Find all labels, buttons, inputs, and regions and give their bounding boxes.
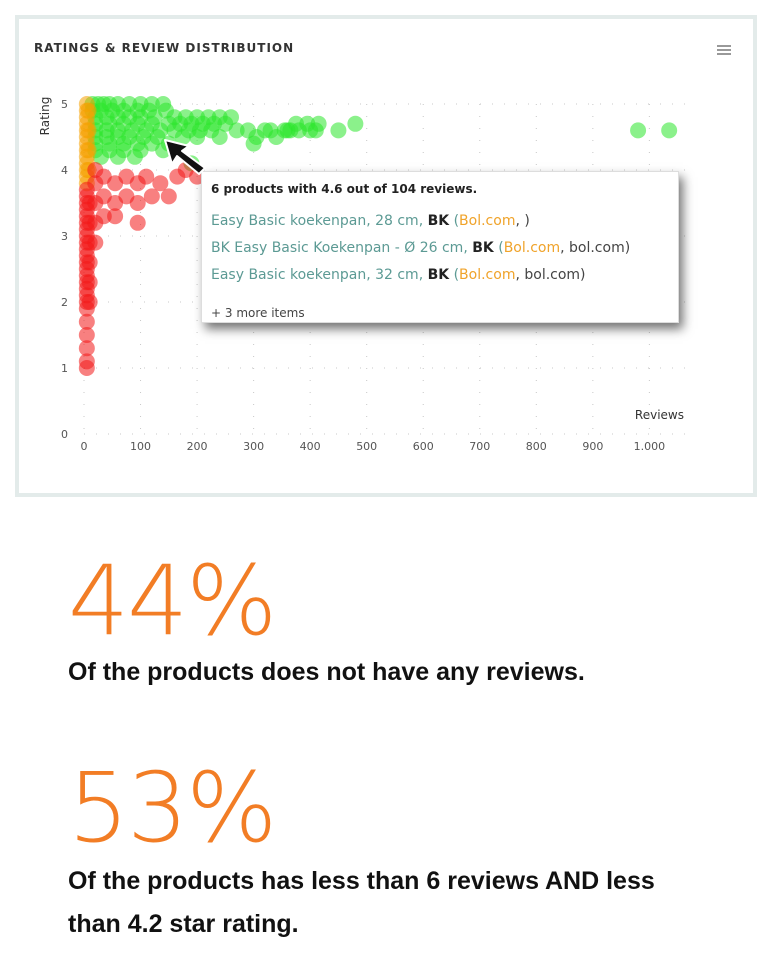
data-point <box>245 135 262 152</box>
stat-no-reviews: 44% Of the products does not have any re… <box>68 553 708 694</box>
y-tick-label: 4 <box>61 164 68 177</box>
y-tick-label: 1 <box>61 362 68 375</box>
hamburger-menu-icon[interactable] <box>717 45 731 57</box>
data-point <box>87 234 104 251</box>
tooltip-more-items[interactable]: + 3 more items <box>211 306 305 320</box>
data-point <box>78 360 95 376</box>
data-point <box>78 327 95 343</box>
x-tick-label: 0 <box>81 440 88 453</box>
x-tick-label: 600 <box>413 440 434 453</box>
data-point <box>330 122 347 139</box>
chart-tooltip: 6 products with 4.6 out of 104 reviews. … <box>201 171 679 323</box>
stat-value: 53% <box>68 752 277 864</box>
data-point <box>282 122 299 139</box>
chart-card: RATINGS & REVIEW DISTRIBUTION 0 1 2 3 4 5 0 100… <box>15 15 757 497</box>
x-axis-label: Reviews <box>635 408 684 422</box>
tooltip-item[interactable]: BK Easy Basic Koekenpan - Ø 26 cm, BK (B… <box>211 240 631 256</box>
data-point <box>107 208 124 225</box>
data-point <box>80 102 97 119</box>
y-tick-label: 3 <box>61 230 68 243</box>
data-point <box>143 188 160 205</box>
tooltip-item[interactable]: Easy Basic koekenpan, 28 cm, BK (Bol.com… <box>211 213 530 229</box>
data-point <box>211 129 228 145</box>
data-point <box>228 122 245 139</box>
y-tick-label: 2 <box>61 296 68 309</box>
y-axis-label: Rating <box>38 97 52 136</box>
x-tick-label: 200 <box>187 440 208 453</box>
data-point <box>152 175 169 192</box>
x-tick-label: 1.000 <box>634 440 666 453</box>
data-point <box>129 214 146 231</box>
data-point <box>78 340 95 357</box>
scatter-plot: 0 1 2 3 4 5 0 100 200 300 400 500 600 700 800 900 1.000 R… <box>38 96 692 453</box>
stat-description: Of the products does not have any review… <box>68 658 585 686</box>
data-point <box>129 195 146 211</box>
x-tick-label: 800 <box>526 440 547 453</box>
data-point <box>174 129 191 145</box>
x-tick-label: 400 <box>300 440 321 453</box>
y-tick-label: 5 <box>61 98 68 111</box>
mouse-pointer-icon <box>164 139 206 175</box>
stat-low-rating: 53% Of the products has less than 6 revi… <box>68 760 708 946</box>
x-tick-label: 700 <box>469 440 490 453</box>
data-point <box>81 254 98 271</box>
x-tick-label: 100 <box>130 440 151 453</box>
data-point <box>80 142 97 159</box>
x-tick-label: 900 <box>582 440 603 453</box>
data-point <box>661 122 678 139</box>
data-point <box>262 122 279 139</box>
data-point <box>80 122 97 139</box>
y-tick-label: 0 <box>61 428 68 441</box>
x-tick-label: 500 <box>356 440 377 453</box>
stat-value: 44% <box>68 545 277 657</box>
data-point <box>189 129 206 145</box>
data-point <box>109 148 126 165</box>
stat-description: Of the products has less than 6 reviews … <box>68 867 655 938</box>
tooltip-header: 6 products with 4.6 out of 104 reviews. <box>211 182 478 196</box>
data-point <box>630 122 647 139</box>
x-tick-label: 300 <box>243 440 264 453</box>
data-point <box>138 168 155 185</box>
data-point <box>126 148 143 165</box>
data-point <box>81 294 98 310</box>
data-point <box>347 115 364 132</box>
data-point <box>78 313 95 330</box>
data-point <box>95 208 112 225</box>
tooltip-item[interactable]: Easy Basic koekenpan, 32 cm, BK (Bol.com… <box>211 267 586 283</box>
data-point <box>92 148 109 165</box>
data-point <box>160 188 177 205</box>
data-point <box>302 122 319 139</box>
data-point <box>81 274 98 291</box>
chart-title: RATINGS & REVIEW DISTRIBUTION <box>34 41 295 55</box>
